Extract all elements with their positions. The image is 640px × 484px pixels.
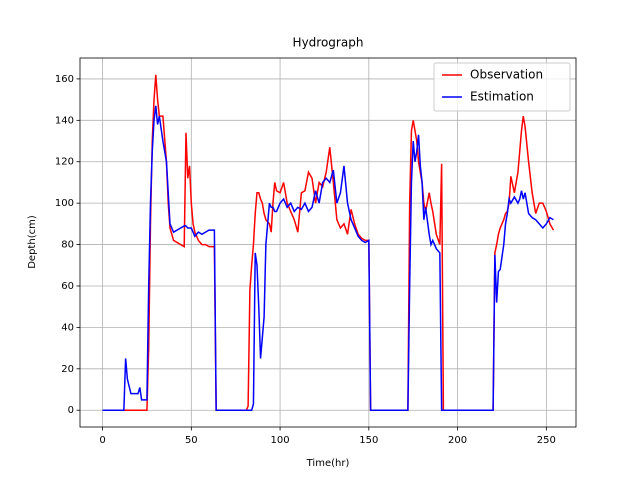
x-tick-label: 100 xyxy=(271,435,290,446)
chart-title: Hydrograph xyxy=(293,36,364,50)
x-tick-label: 0 xyxy=(99,435,105,446)
x-tick-label: 150 xyxy=(359,435,378,446)
y-tick-label: 160 xyxy=(55,74,74,85)
plot-frame xyxy=(79,57,577,428)
y-tick-label: 140 xyxy=(55,115,74,126)
x-tick-label: 250 xyxy=(537,435,556,446)
y-axis-label: Depth(cm) xyxy=(27,215,38,269)
x-tick-label: 50 xyxy=(185,435,198,446)
y-tick-label: 80 xyxy=(61,240,74,251)
y-tick-label: 40 xyxy=(61,322,74,333)
y-tick-label: 100 xyxy=(55,198,74,209)
legend-label: Observation xyxy=(470,68,543,82)
x-tick-label: 200 xyxy=(448,435,467,446)
data-line xyxy=(102,105,554,411)
legend-box xyxy=(433,62,571,112)
y-tick-label: 60 xyxy=(61,281,74,292)
y-tick-label: 0 xyxy=(68,405,74,416)
x-axis-label: Time(hr) xyxy=(306,458,350,469)
legend-label: Estimation xyxy=(470,90,534,104)
y-tick-label: 120 xyxy=(55,157,74,168)
data-line xyxy=(102,74,555,411)
y-tick-label: 20 xyxy=(61,364,74,375)
